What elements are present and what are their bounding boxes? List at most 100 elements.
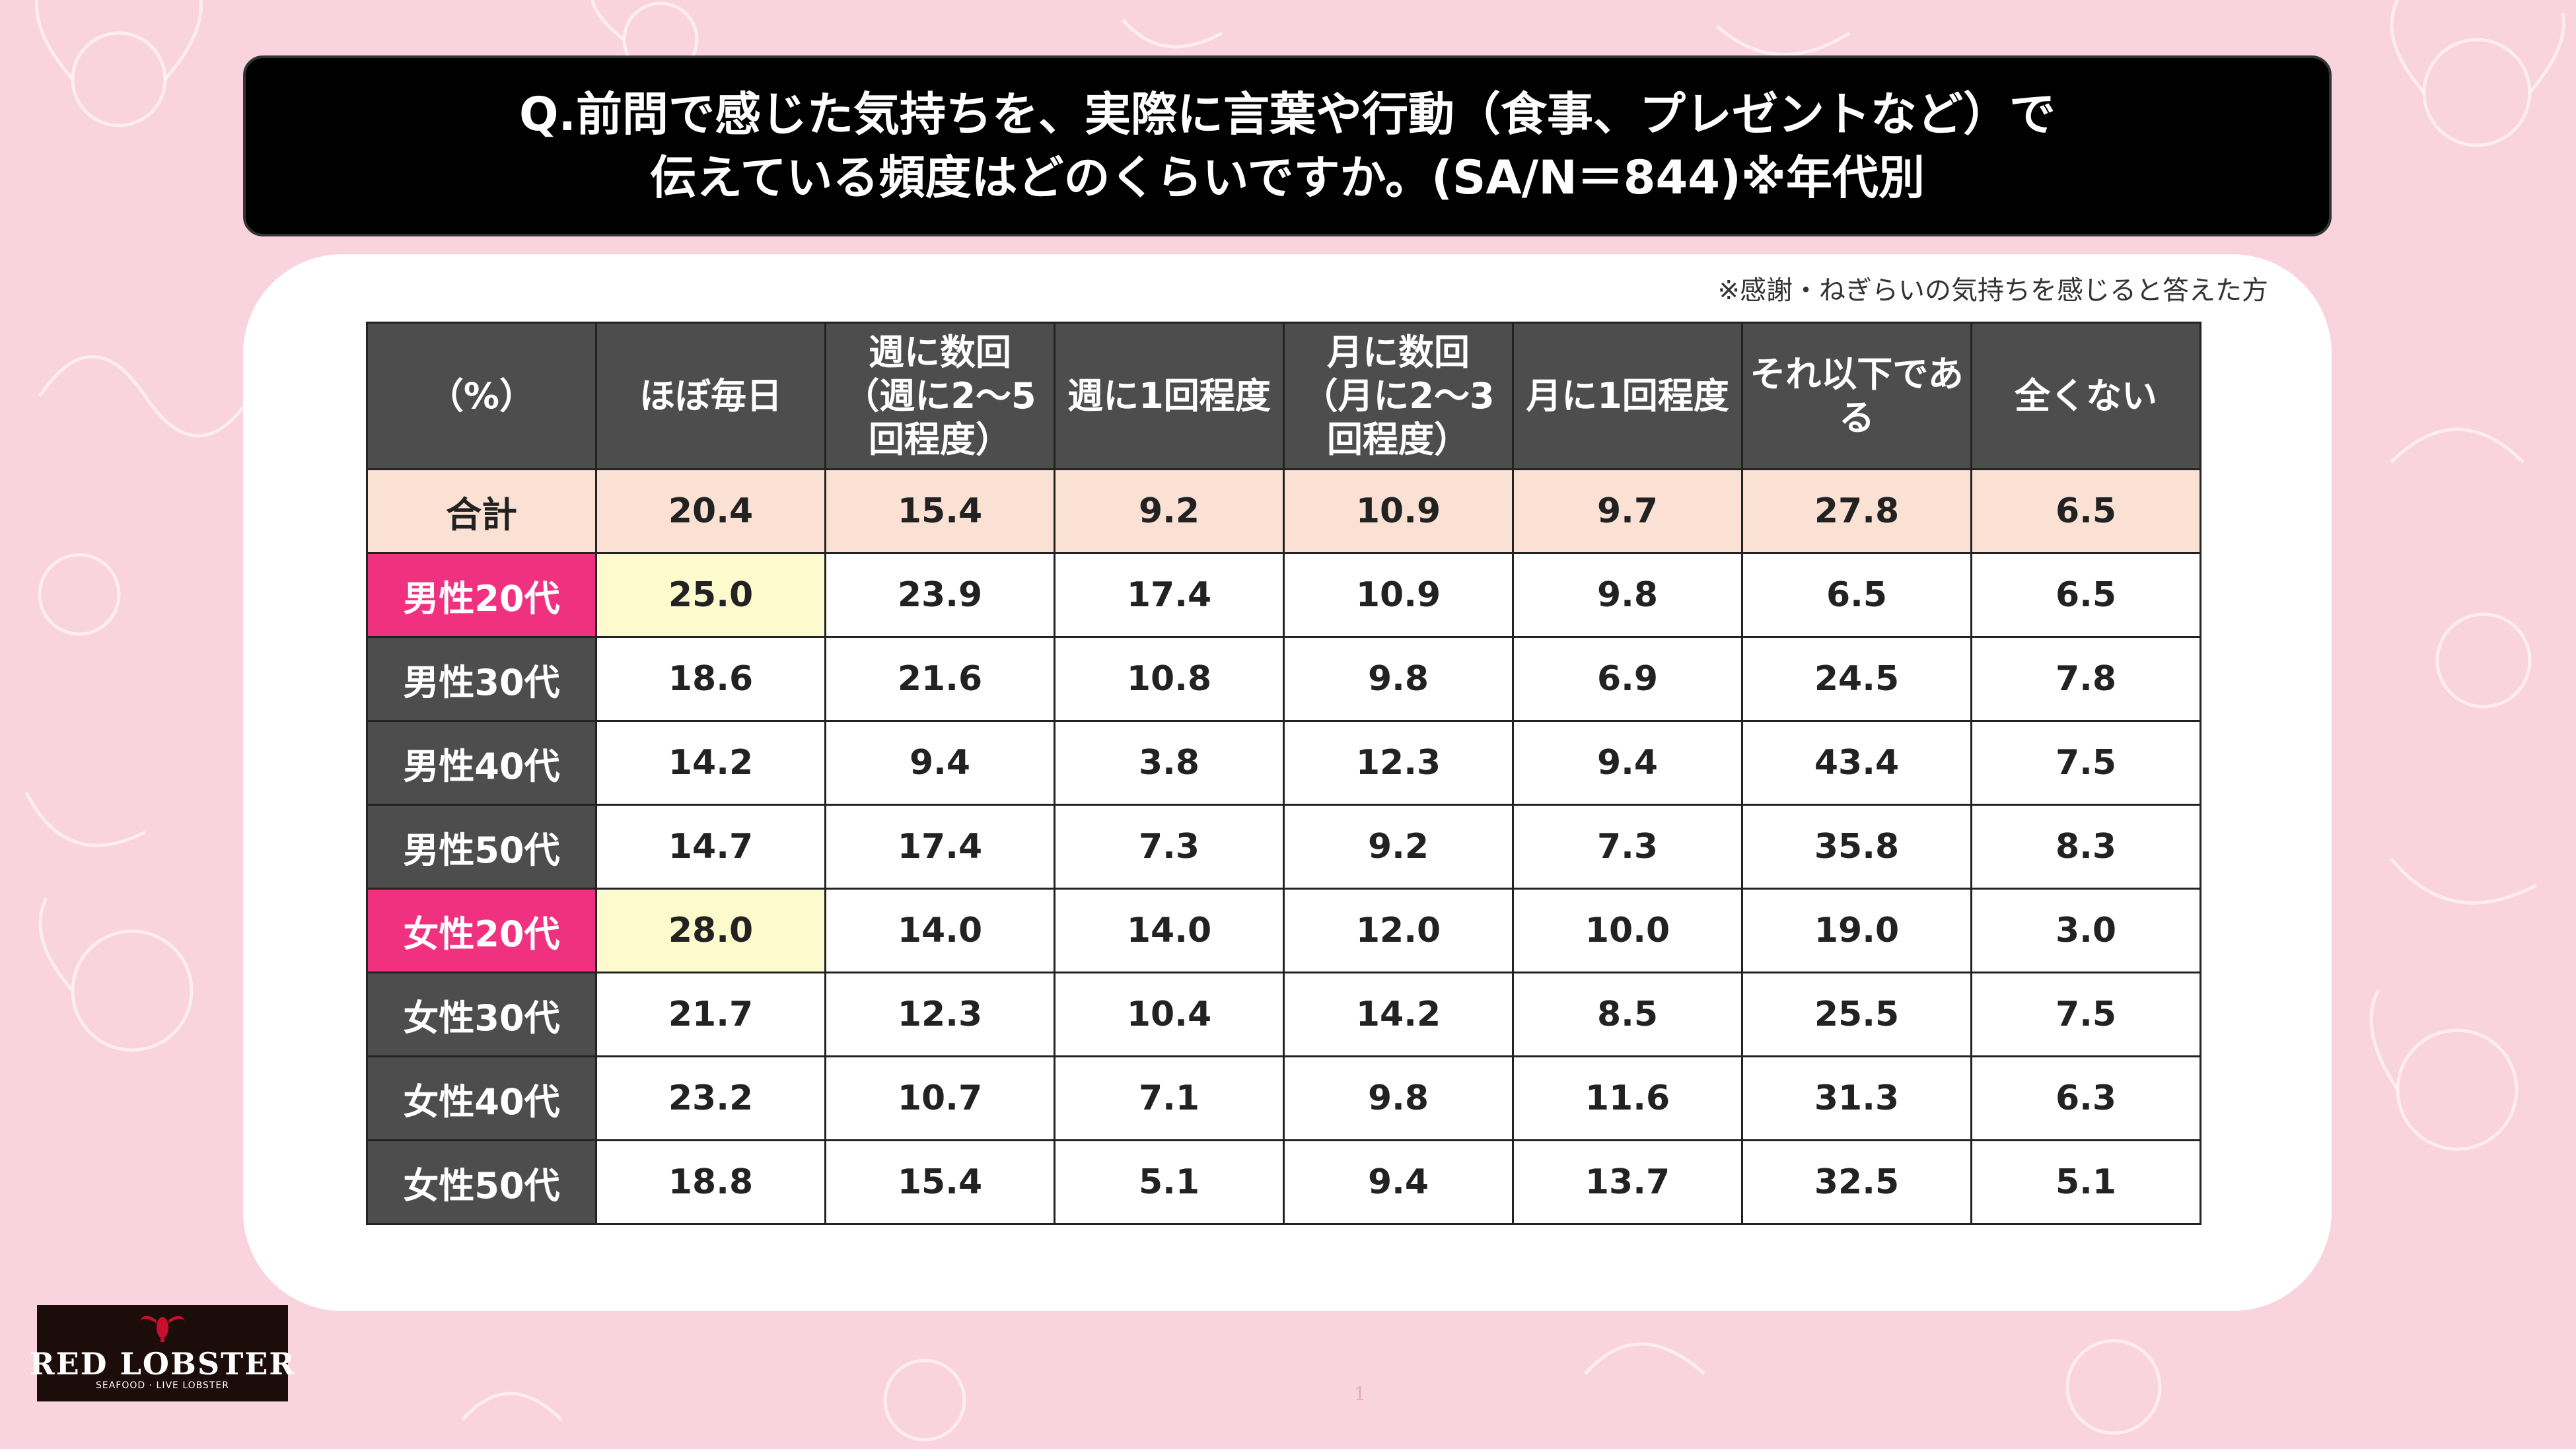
lobster-icon — [140, 1316, 185, 1342]
value-cell: 8.3 — [1970, 804, 2201, 890]
logo-tagline: SEAFOOD · LIVE LOBSTER — [95, 1380, 230, 1391]
row-label: 男性20代 — [366, 552, 597, 638]
table-body: 合計 20.4 15.4 9.2 10.9 9.7 27.8 6.5 男性20代 25.0 23.9… — [366, 468, 2201, 1225]
corner-label: （%） — [366, 322, 597, 470]
table-row: 男性20代 25.0 23.9 17.4 10.9 9.8 6.5 6.5 — [366, 552, 2201, 638]
value-cell: 7.1 — [1054, 1055, 1285, 1141]
column-header-line: それ以下であ — [1750, 353, 1964, 395]
question-title-box: Q.前問で感じた気持ちを、実際に言葉や行動（食事、プレゼントなど）で 伝えている… — [243, 55, 2332, 236]
value-cell: 14.7 — [595, 804, 826, 890]
row-label: 女性20代 — [366, 888, 597, 973]
table-row: 女性30代 21.7 12.3 10.4 14.2 8.5 25.5 7.5 — [366, 972, 2201, 1057]
value-cell: 7.3 — [1512, 804, 1743, 890]
value-cell: 3.8 — [1054, 720, 1285, 806]
value-cell: 7.8 — [1970, 636, 2201, 722]
value-cell: 25.0 — [595, 552, 826, 638]
question-title-line-1: Q.前問で感じた気持ちを、実際に言葉や行動（食事、プレゼントなど）で — [519, 87, 2056, 141]
column-header-line: 回程度） — [869, 418, 1011, 460]
table-row: 男性30代 18.6 21.6 10.8 9.8 6.9 24.5 7.8 — [366, 636, 2201, 722]
value-cell: 27.8 — [1741, 468, 1972, 554]
value-cell: 10.4 — [1054, 972, 1285, 1057]
table-row: 女性50代 18.8 15.4 5.1 9.4 13.7 32.5 5.1 — [366, 1139, 2201, 1225]
value-cell: 32.5 — [1741, 1139, 1972, 1225]
value-cell: 9.8 — [1283, 636, 1514, 722]
header-row: （%） ほぼ毎日 週に数回 （週に2～5 回程度） 週に1回程度 月に数回 （月… — [366, 322, 2201, 470]
value-cell: 3.0 — [1970, 888, 2201, 973]
results-table: （%） ほぼ毎日 週に数回 （週に2～5 回程度） 週に1回程度 月に数回 （月… — [366, 322, 2201, 1225]
column-header-line: （週に2～5 — [843, 374, 1036, 417]
value-cell: 10.9 — [1283, 552, 1514, 638]
value-cell: 18.8 — [595, 1139, 826, 1225]
column-header-line: 週に数回 — [869, 331, 1011, 373]
value-cell: 9.4 — [824, 720, 1055, 806]
value-cell: 5.1 — [1970, 1139, 2201, 1225]
value-cell: 17.4 — [824, 804, 1055, 890]
value-cell: 25.5 — [1741, 972, 1972, 1057]
value-cell: 9.8 — [1512, 552, 1743, 638]
question-title-line-2: 伝えている頻度はどのくらいですか。(SA/N＝844)※年代別 — [650, 151, 1925, 205]
table-row: 女性40代 23.2 10.7 7.1 9.8 11.6 31.3 6.3 — [366, 1055, 2201, 1141]
table-row: 男性40代 14.2 9.4 3.8 12.3 9.4 43.4 7.5 — [366, 720, 2201, 806]
value-cell: 23.9 — [824, 552, 1055, 638]
value-cell: 35.8 — [1741, 804, 1972, 890]
row-label: 女性50代 — [366, 1139, 597, 1225]
value-cell: 9.2 — [1283, 804, 1514, 890]
column-header: ほぼ毎日 — [595, 322, 826, 470]
value-cell: 11.6 — [1512, 1055, 1743, 1141]
value-cell: 12.3 — [1283, 720, 1514, 806]
column-header-line: る — [1839, 396, 1875, 439]
row-label: 男性30代 — [366, 636, 597, 722]
value-cell: 10.9 — [1283, 468, 1514, 554]
value-cell: 9.4 — [1512, 720, 1743, 806]
value-cell: 15.4 — [824, 468, 1055, 554]
value-cell: 9.7 — [1512, 468, 1743, 554]
logo-wordmark: RED LOBSTER — [29, 1346, 296, 1382]
row-label: 合計 — [366, 468, 597, 554]
respondent-note: ※感謝・ねぎらいの気持ちを感じると答えた方 — [1717, 275, 2268, 306]
column-header-line: 週に1回程度 — [1067, 374, 1271, 417]
value-cell: 13.7 — [1512, 1139, 1743, 1225]
column-header-line: 全くない — [2015, 374, 2157, 417]
value-cell: 23.2 — [595, 1055, 826, 1141]
column-header: それ以下であ る — [1741, 322, 1972, 470]
row-label: 男性50代 — [366, 804, 597, 890]
column-header-line: ほぼ毎日 — [639, 374, 782, 417]
column-header-line: 月に数回 — [1327, 331, 1470, 373]
page-number: 1 — [1354, 1383, 1366, 1405]
value-cell: 6.5 — [1970, 468, 2201, 554]
row-label: 女性40代 — [366, 1055, 597, 1141]
column-header: 月に1回程度 — [1512, 322, 1743, 470]
value-cell: 15.4 — [824, 1139, 1055, 1225]
table-panel: ※感謝・ねぎらいの気持ちを感じると答えた方 （%） ほぼ毎日 週に数回 （週に2… — [243, 254, 2332, 1311]
column-header-line: （月に2～3 — [1302, 374, 1495, 417]
value-cell: 12.0 — [1283, 888, 1514, 973]
value-cell: 20.4 — [595, 468, 826, 554]
column-header: 週に数回 （週に2～5 回程度） — [824, 322, 1055, 470]
value-cell: 10.0 — [1512, 888, 1743, 973]
column-header: 月に数回 （月に2～3 回程度） — [1283, 322, 1514, 470]
value-cell: 14.2 — [595, 720, 826, 806]
value-cell: 7.5 — [1970, 720, 2201, 806]
column-header: 週に1回程度 — [1054, 322, 1285, 470]
value-cell: 6.3 — [1970, 1055, 2201, 1141]
value-cell: 14.0 — [1054, 888, 1285, 973]
row-label: 男性40代 — [366, 720, 597, 806]
value-cell: 9.8 — [1283, 1055, 1514, 1141]
value-cell: 24.5 — [1741, 636, 1972, 722]
red-lobster-logo: RED LOBSTER SEAFOOD · LIVE LOBSTER — [29, 1305, 295, 1401]
value-cell: 9.2 — [1054, 468, 1285, 554]
column-header-line: 月に1回程度 — [1526, 374, 1729, 417]
row-label: 女性30代 — [366, 972, 597, 1057]
value-cell: 19.0 — [1741, 888, 1972, 973]
value-cell: 9.4 — [1283, 1139, 1514, 1225]
value-cell: 10.7 — [824, 1055, 1055, 1141]
value-cell: 17.4 — [1054, 552, 1285, 638]
value-cell: 8.5 — [1512, 972, 1743, 1057]
value-cell: 14.2 — [1283, 972, 1514, 1057]
value-cell: 28.0 — [595, 888, 826, 973]
value-cell: 5.1 — [1054, 1139, 1285, 1225]
value-cell: 6.5 — [1970, 552, 2201, 638]
value-cell: 31.3 — [1741, 1055, 1972, 1141]
value-cell: 21.7 — [595, 972, 826, 1057]
